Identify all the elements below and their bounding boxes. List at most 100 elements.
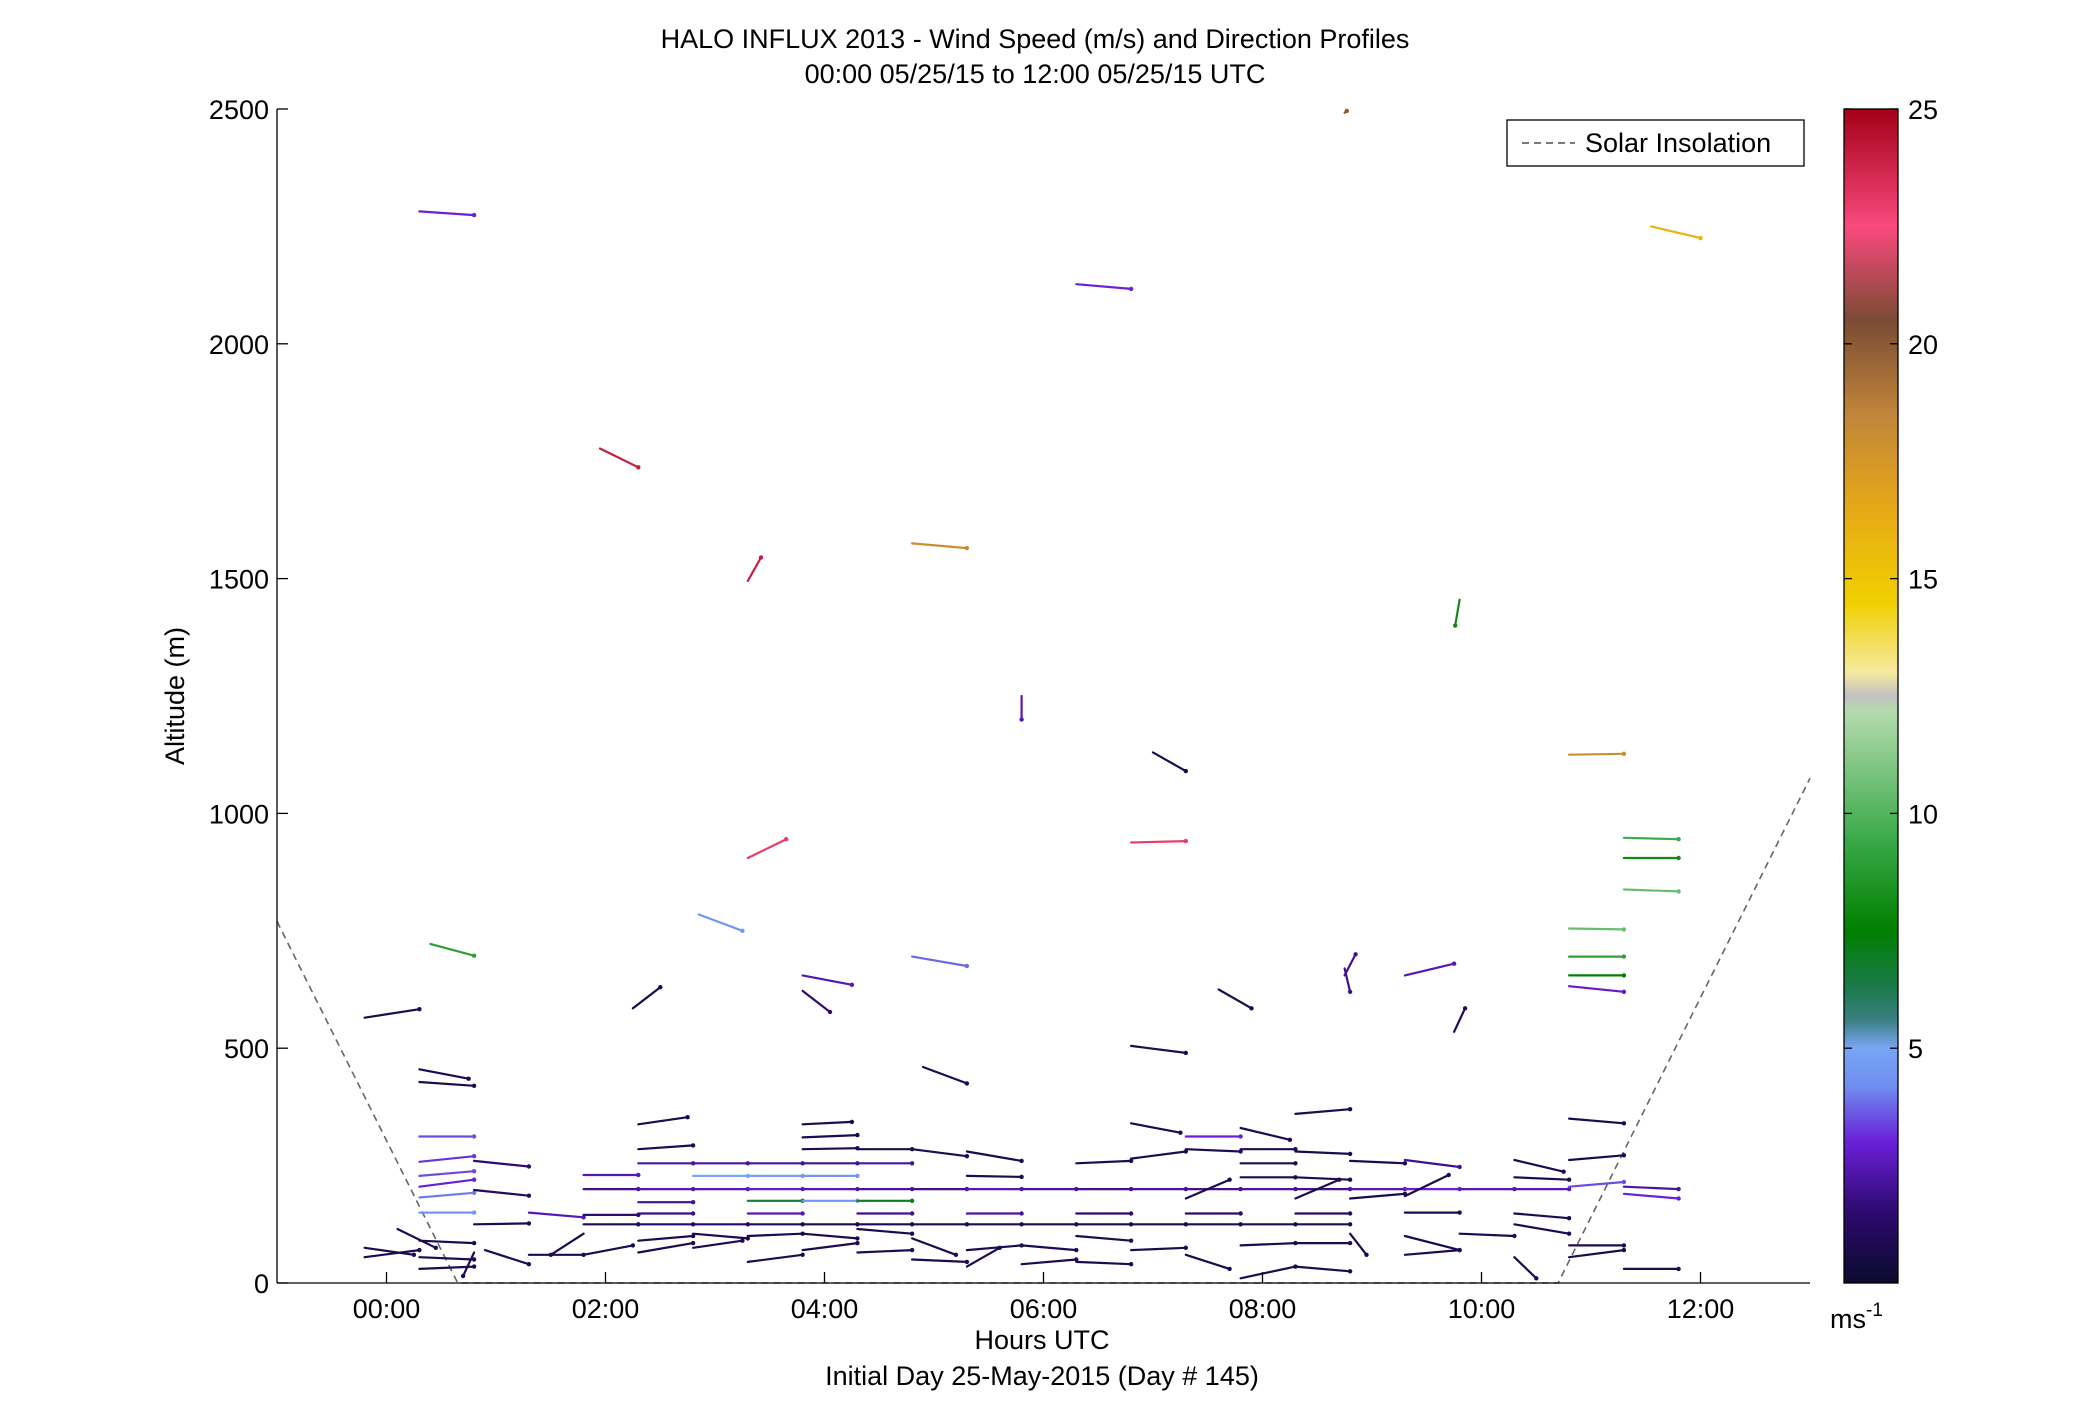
wind-vector-tip bbox=[1621, 1121, 1627, 1126]
wind-vector-tip bbox=[1566, 1186, 1572, 1192]
wind-vector-tip bbox=[471, 953, 477, 958]
wind-vector bbox=[1020, 1258, 1078, 1266]
wind-vector-tip bbox=[1347, 1240, 1353, 1246]
wind-vector-tip bbox=[1183, 1050, 1189, 1056]
wind-vector bbox=[1343, 967, 1352, 993]
wind-vector bbox=[1567, 1117, 1626, 1125]
wind-vector-tip bbox=[855, 1240, 860, 1246]
wind-vector-tip bbox=[1402, 1161, 1408, 1166]
wind-vector bbox=[1239, 1265, 1297, 1280]
wind-vector-tip bbox=[964, 1154, 970, 1159]
wind-vector-tip bbox=[1347, 1269, 1353, 1274]
wind-vector bbox=[691, 1239, 744, 1249]
wind-vector bbox=[1622, 836, 1680, 841]
wind-vector bbox=[910, 1237, 958, 1256]
wind-vector bbox=[631, 986, 662, 1010]
x-ticks: 00:00 02:00 04:00 06:00 08:00 10:00 12:00 bbox=[353, 1272, 1735, 1324]
wind-vector-tip bbox=[690, 1233, 696, 1239]
wind-vector-tip bbox=[471, 1264, 477, 1269]
y-tick-label: 0 bbox=[254, 1269, 269, 1299]
wind-vector bbox=[637, 1241, 695, 1254]
wind-vector bbox=[418, 1068, 470, 1080]
wind-vector bbox=[801, 1147, 859, 1151]
wind-vector bbox=[429, 942, 476, 957]
wind-vector-tip bbox=[690, 1200, 696, 1205]
wind-vector-tip bbox=[417, 1007, 422, 1012]
wind-vector bbox=[1129, 1122, 1182, 1134]
wind-vector-tip bbox=[685, 1115, 690, 1120]
wind-vector-tip bbox=[1238, 1134, 1243, 1139]
wind-vector bbox=[1403, 1248, 1461, 1256]
wind-vector bbox=[1567, 927, 1626, 931]
wind-vector-tip bbox=[1512, 1233, 1517, 1239]
colorbar-gradient bbox=[1843, 108, 1899, 1284]
wind-vector-tip bbox=[909, 1231, 915, 1236]
wind-vector-tip bbox=[909, 1211, 915, 1216]
x-tick-label: 12:00 bbox=[1667, 1294, 1735, 1324]
wind-vector bbox=[1184, 1178, 1231, 1200]
wind-vector-tip bbox=[909, 1198, 915, 1204]
wind-vector-tip bbox=[1446, 1172, 1451, 1178]
colorbar: 5 10 15 20 25 ms-1 bbox=[1830, 95, 1938, 1334]
wind-vector bbox=[1622, 888, 1680, 893]
wind-vector-tip bbox=[1676, 855, 1681, 861]
wind-vector-tip bbox=[758, 555, 764, 560]
wind-vector-tip bbox=[471, 1177, 477, 1182]
wind-vector bbox=[1129, 1044, 1187, 1055]
wind-vector bbox=[801, 1120, 854, 1126]
wind-vector-tip bbox=[471, 1257, 477, 1262]
colorbar-tick-label: 15 bbox=[1908, 565, 1938, 595]
wind-vector-tip bbox=[1238, 1149, 1243, 1154]
wind-vector bbox=[1458, 1232, 1516, 1238]
wind-vector bbox=[418, 1256, 476, 1261]
wind-vector-tip bbox=[1621, 989, 1627, 994]
colorbar-unit-exponent: -1 bbox=[1866, 1300, 1883, 1321]
wind-vector-tip bbox=[466, 1076, 471, 1081]
wind-vector bbox=[801, 1232, 859, 1240]
wind-vector-tip bbox=[1457, 1210, 1462, 1215]
wind-vector bbox=[1294, 1108, 1352, 1116]
wind-vector bbox=[1454, 598, 1461, 627]
wind-vector bbox=[801, 974, 854, 986]
wind-vector bbox=[801, 1133, 859, 1139]
wind-vector bbox=[1650, 225, 1702, 240]
wind-vector-tip bbox=[1019, 717, 1024, 722]
wind-vector bbox=[1129, 839, 1187, 844]
colorbar-tick-label: 10 bbox=[1908, 799, 1938, 829]
wind-vector bbox=[483, 1248, 531, 1266]
wind-vector-tip bbox=[1561, 1169, 1566, 1174]
wind-vector-tip bbox=[784, 837, 789, 842]
wind-vector-tip bbox=[630, 1243, 636, 1248]
x-tick-label: 10:00 bbox=[1448, 1294, 1516, 1324]
colorbar-tick-label: 20 bbox=[1908, 330, 1938, 360]
wind-vector bbox=[473, 1159, 531, 1168]
wind-vector bbox=[1348, 1192, 1407, 1200]
x-axis-label: Hours UTC bbox=[974, 1325, 1109, 1355]
wind-vector bbox=[1403, 1234, 1461, 1252]
wind-vector-tip bbox=[1128, 286, 1134, 292]
wind-vector-tip bbox=[997, 1245, 1002, 1251]
wind-vector bbox=[1348, 1232, 1368, 1256]
wind-vector-tip bbox=[1183, 838, 1189, 844]
wind-vector-tip bbox=[1451, 961, 1457, 966]
wind-vector bbox=[598, 447, 640, 469]
wind-vector-tip bbox=[471, 1169, 477, 1174]
x-tick-label: 06:00 bbox=[1010, 1294, 1078, 1324]
wind-vector-tip bbox=[953, 1252, 959, 1258]
wind-vector bbox=[1567, 1154, 1626, 1162]
wind-vector bbox=[1622, 1185, 1680, 1191]
wind-vector bbox=[637, 1234, 695, 1242]
wind-vector bbox=[1348, 1159, 1407, 1165]
wind-vector-tip bbox=[740, 928, 745, 933]
wind-vector-tip bbox=[1676, 1186, 1681, 1192]
wind-vector-tip bbox=[471, 1154, 477, 1159]
wind-vector bbox=[910, 542, 969, 550]
wind-vector bbox=[856, 1248, 914, 1254]
x-tick-label: 00:00 bbox=[353, 1294, 421, 1324]
wind-vector-tip bbox=[745, 1236, 750, 1241]
wind-vector bbox=[1239, 1241, 1297, 1247]
wind-vector bbox=[418, 1265, 476, 1271]
wind-vector bbox=[418, 1155, 476, 1163]
x-tick-label: 08:00 bbox=[1229, 1294, 1297, 1324]
